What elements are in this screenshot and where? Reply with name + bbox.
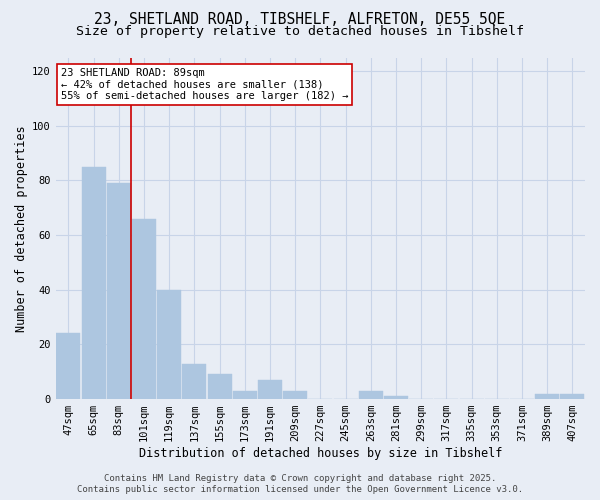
Bar xyxy=(535,394,559,399)
Text: 23, SHETLAND ROAD, TIBSHELF, ALFRETON, DE55 5QE: 23, SHETLAND ROAD, TIBSHELF, ALFRETON, D… xyxy=(94,12,506,28)
Bar xyxy=(384,396,408,399)
Bar xyxy=(56,334,80,399)
Bar xyxy=(157,290,181,399)
Text: Size of property relative to detached houses in Tibshelf: Size of property relative to detached ho… xyxy=(76,25,524,38)
Bar xyxy=(359,391,383,399)
Bar xyxy=(283,391,307,399)
Bar xyxy=(258,380,282,399)
Bar xyxy=(182,364,206,399)
Bar xyxy=(560,394,584,399)
X-axis label: Distribution of detached houses by size in Tibshelf: Distribution of detached houses by size … xyxy=(139,447,502,460)
Bar xyxy=(132,218,156,399)
Bar xyxy=(82,167,106,399)
Bar xyxy=(233,391,257,399)
Text: Contains HM Land Registry data © Crown copyright and database right 2025.
Contai: Contains HM Land Registry data © Crown c… xyxy=(77,474,523,494)
Text: 23 SHETLAND ROAD: 89sqm
← 42% of detached houses are smaller (138)
55% of semi-d: 23 SHETLAND ROAD: 89sqm ← 42% of detache… xyxy=(61,68,349,101)
Bar xyxy=(107,183,131,399)
Y-axis label: Number of detached properties: Number of detached properties xyxy=(15,125,28,332)
Bar xyxy=(208,374,232,399)
